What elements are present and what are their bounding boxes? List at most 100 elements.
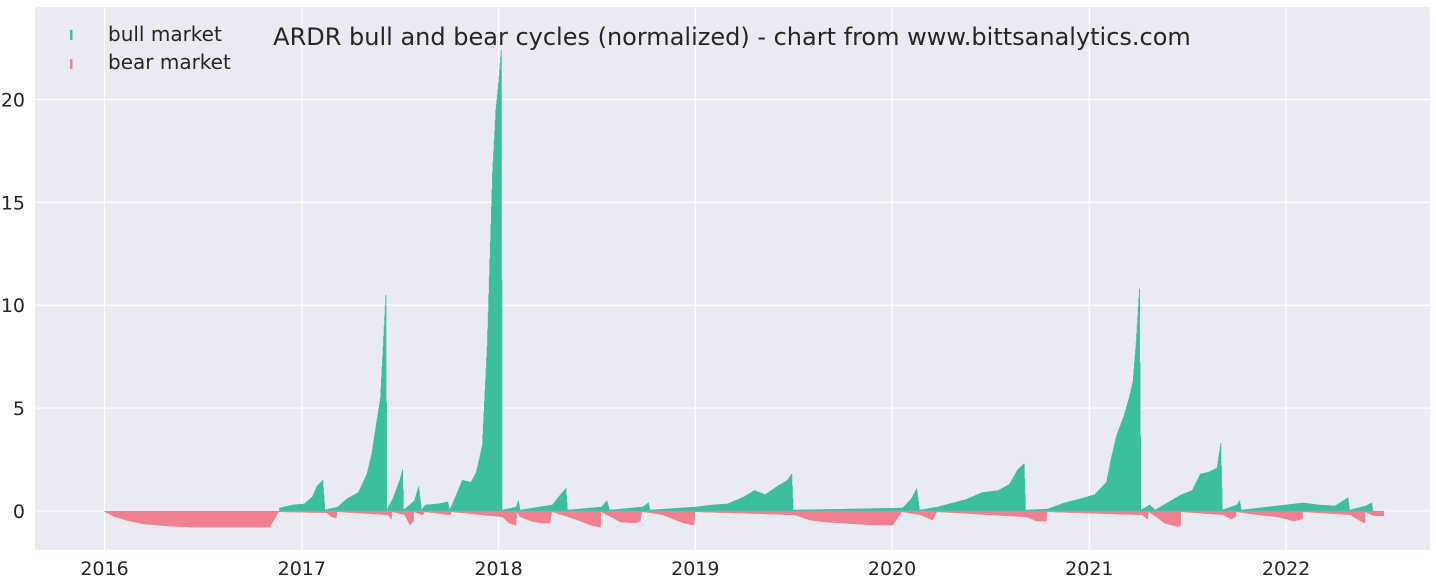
bear-bar: [542, 510, 544, 524]
bear-bar: [616, 510, 618, 520]
bull-bar: [892, 508, 894, 511]
bull-bar: [1019, 467, 1021, 511]
bear-bar: [465, 510, 467, 514]
bear-bar: [424, 510, 426, 512]
bear-bar: [998, 510, 1000, 516]
bear-bar: [545, 510, 547, 524]
bull-bar: [950, 503, 952, 511]
bear-bar: [437, 510, 439, 514]
bear-bar: [756, 510, 758, 514]
bull-bar: [1368, 504, 1370, 511]
bear-bar: [548, 510, 550, 524]
bear-bar: [638, 510, 640, 522]
bear-bar: [391, 510, 393, 512]
bear-bar: [246, 510, 248, 528]
bull-bar: [1032, 509, 1034, 511]
bear-bar: [270, 510, 272, 526]
bull-bar: [999, 489, 1001, 511]
bull-bar: [830, 509, 832, 511]
bull-bar: [537, 506, 539, 511]
bear-bar: [631, 510, 633, 524]
bear-bar: [478, 510, 480, 515]
bull-bar: [1231, 506, 1233, 511]
bull-bar: [536, 507, 538, 511]
bear-bar: [1252, 510, 1254, 515]
bear-bar: [244, 510, 246, 528]
bear-bar: [511, 510, 513, 525]
bull-bar: [377, 411, 379, 511]
bull-bar: [524, 509, 526, 511]
bear-bar: [1099, 510, 1101, 514]
bull-bar: [913, 493, 915, 511]
bull-bar: [1313, 504, 1315, 511]
bear-bar: [1191, 510, 1193, 513]
bull-bar: [1028, 509, 1030, 511]
bull-bar: [750, 492, 752, 511]
bear-bar: [1307, 510, 1309, 513]
bear-bar: [1354, 510, 1356, 518]
bear-bar: [1098, 510, 1100, 514]
bear-bar: [371, 510, 373, 515]
bull-bar: [1100, 487, 1102, 511]
bear-bar: [926, 510, 928, 518]
bear-bar: [236, 510, 238, 528]
bear-bar: [1273, 510, 1275, 517]
bear-bar: [1379, 510, 1381, 517]
bear-bar: [1358, 510, 1360, 521]
bear-bar: [582, 510, 584, 523]
bear-bar: [1184, 510, 1186, 513]
bear-bar: [114, 510, 116, 518]
bear-bar: [201, 510, 203, 528]
bear-bar: [742, 510, 744, 514]
bear-bar: [285, 510, 287, 513]
bear-bar: [954, 510, 956, 513]
bull-bar: [1323, 505, 1325, 511]
bear-bar: [119, 510, 121, 519]
bear-bar: [1040, 510, 1042, 522]
bull-bar: [1370, 503, 1372, 511]
bear-bar: [1046, 510, 1048, 512]
bull-bar: [1066, 502, 1068, 511]
bull-bar: [544, 505, 546, 511]
bull-bar: [950, 503, 952, 511]
bear-bar: [1203, 510, 1205, 514]
bear-bar: [1083, 510, 1085, 514]
bull-bar: [873, 508, 875, 511]
bear-bar: [464, 510, 466, 514]
bull-bar: [1153, 508, 1155, 511]
bear-bar: [387, 510, 389, 516]
bull-bar: [624, 508, 626, 511]
bear-bar: [878, 510, 880, 526]
bull-bar: [360, 486, 362, 511]
bull-bar: [432, 504, 434, 511]
bear-bar: [880, 510, 882, 526]
bear-bar: [834, 510, 836, 523]
bear-bar: [1356, 510, 1358, 519]
bear-bar: [531, 510, 533, 522]
bear-bar: [873, 510, 875, 526]
bull-bar: [1239, 503, 1241, 511]
bear-bar: [547, 510, 549, 524]
bull-bar: [687, 507, 689, 511]
bull-bar: [529, 508, 531, 511]
bull-bar: [1254, 508, 1256, 511]
bear-bar: [452, 510, 454, 513]
bull-bar: [548, 505, 550, 511]
bear-bar: [1327, 510, 1329, 514]
bull-bar: [573, 509, 575, 511]
bull-bar: [381, 366, 383, 511]
bull-bar: [884, 508, 886, 511]
bear-bar: [849, 510, 851, 524]
bear-bar: [1014, 510, 1016, 517]
bear-bar: [377, 510, 379, 515]
bear-bar: [531, 510, 533, 522]
bear-bar: [692, 510, 694, 526]
bear-bar: [259, 510, 261, 528]
bear-bar: [929, 510, 931, 520]
bear-bar: [354, 510, 356, 514]
bull-bar: [502, 509, 504, 511]
bear-bar: [327, 510, 329, 514]
bull-bar: [458, 489, 460, 511]
bull-bar: [422, 508, 424, 511]
bull-bar: [859, 508, 861, 511]
